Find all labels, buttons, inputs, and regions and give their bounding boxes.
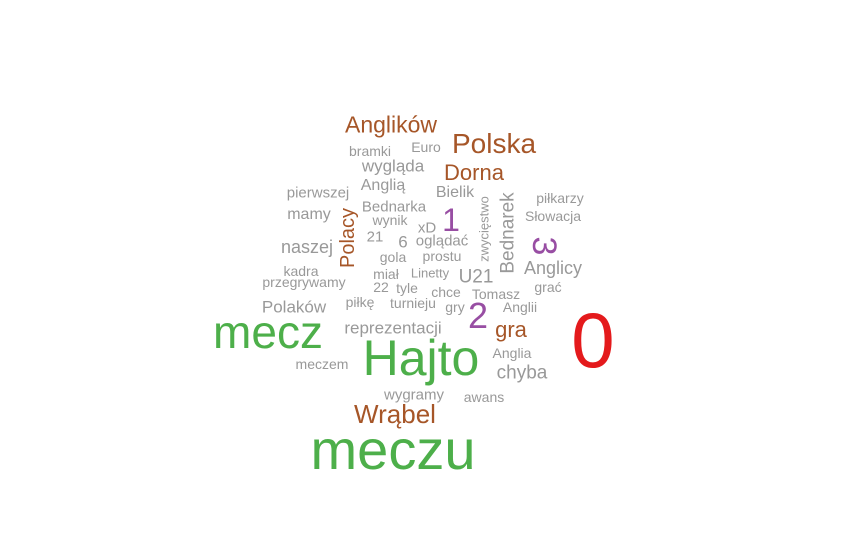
cloud-word: naszej xyxy=(280,237,334,257)
cloud-word: 2 xyxy=(467,295,489,336)
cloud-word: Anglii xyxy=(502,299,538,315)
cloud-word: wynik xyxy=(372,212,408,228)
cloud-word: Bednarek xyxy=(497,192,519,274)
cloud-word: Hajto xyxy=(362,330,480,386)
cloud-word: Polska xyxy=(451,128,537,159)
cloud-word: Słowacja xyxy=(524,208,582,224)
cloud-word: przegrywamy xyxy=(262,274,346,290)
cloud-word: Tomasz xyxy=(471,286,521,302)
cloud-word: meczu xyxy=(310,418,476,481)
cloud-word: chce xyxy=(431,284,461,300)
cloud-word: pierwszej xyxy=(286,184,350,202)
cloud-word: oglądać xyxy=(415,232,469,250)
cloud-word: Anglia xyxy=(492,345,532,361)
cloud-word: Dorna xyxy=(444,160,504,185)
cloud-word: miał xyxy=(373,266,399,282)
cloud-word: Anglicy xyxy=(523,258,583,278)
cloud-word: Polacy xyxy=(337,207,359,269)
cloud-word: Wrąbel xyxy=(354,399,436,429)
cloud-word: awans xyxy=(463,389,505,405)
cloud-word: 22 xyxy=(373,279,389,295)
cloud-word: U21 xyxy=(458,266,494,288)
cloud-word: xD xyxy=(417,219,437,237)
cloud-word: mamy xyxy=(287,206,331,223)
cloud-word: 3 xyxy=(525,236,563,256)
cloud-word: grać xyxy=(534,279,562,295)
cloud-word: Polaków xyxy=(261,297,327,317)
cloud-word: prostu xyxy=(422,248,462,264)
cloud-word: gola xyxy=(379,249,407,265)
cloud-word: meczem xyxy=(295,356,349,372)
cloud-word: zwycięstwo xyxy=(476,196,492,262)
cloud-word: piłkę xyxy=(345,294,375,310)
cloud-word: wygląda xyxy=(361,156,425,176)
cloud-word: Anglików xyxy=(344,111,438,138)
cloud-word: Bielik xyxy=(435,184,475,201)
cloud-word: piłkarzy xyxy=(536,190,584,206)
cloud-word: mecz xyxy=(213,306,323,358)
cloud-word: chyba xyxy=(496,362,548,384)
cloud-word: 21 xyxy=(366,228,384,246)
cloud-word: Linetty xyxy=(410,265,450,281)
cloud-word: turnieju xyxy=(390,295,436,311)
cloud-word: bramki xyxy=(348,143,392,159)
cloud-word: wygramy xyxy=(383,386,445,404)
cloud-word: gra xyxy=(495,317,527,342)
cloud-word: gry xyxy=(445,299,465,315)
cloud-word: kadra xyxy=(283,263,319,279)
cloud-word: tyle xyxy=(396,280,418,296)
cloud-word: 0 xyxy=(571,296,615,384)
cloud-word: reprezentacji xyxy=(344,318,442,338)
cloud-word: 1 xyxy=(442,202,460,238)
cloud-word: 6 xyxy=(398,232,408,252)
cloud-word: Bednarka xyxy=(361,198,427,216)
cloud-word: Euro xyxy=(411,139,441,155)
cloud-word: Anglią xyxy=(360,177,406,194)
